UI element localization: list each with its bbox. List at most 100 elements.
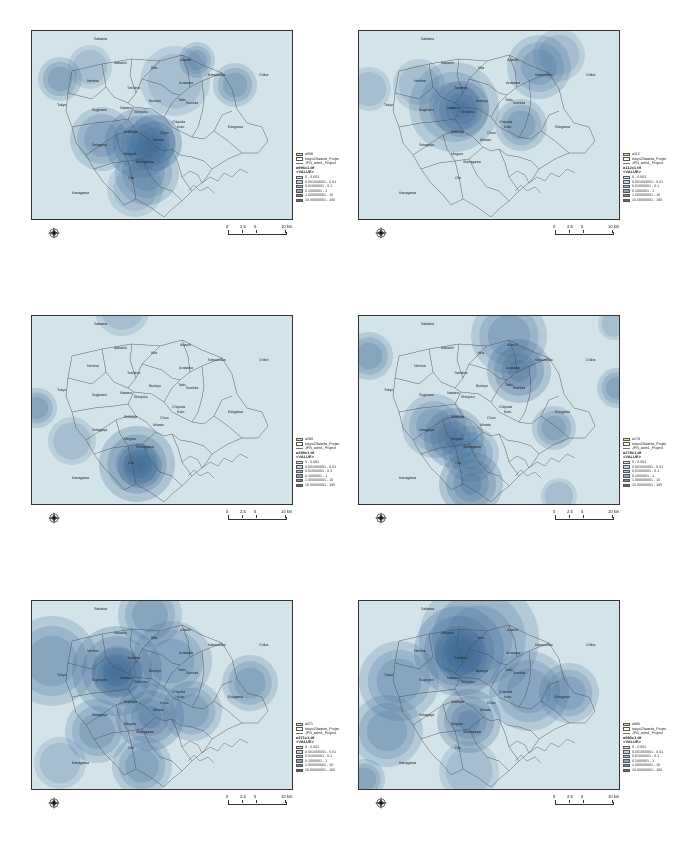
legend-class: 10.00000001 - 100	[296, 198, 346, 203]
ward-boundary	[127, 445, 137, 485]
place-label: Shinjuku	[461, 110, 475, 114]
place-label: Kita	[151, 351, 157, 355]
class-swatch	[623, 759, 630, 763]
place-label: Shinjuku	[134, 395, 148, 399]
place-label: Chiba	[586, 643, 595, 647]
place-label: Kanagawa	[399, 761, 416, 765]
place-label: Nakano	[120, 106, 132, 110]
place-label: Edogawa	[555, 695, 570, 699]
adm-layer-label: JPN_adm1_Project	[632, 731, 663, 736]
map-frame[interactable]: Saitama Adachi Itabashi Kita Katsushika Chiba…	[358, 315, 620, 505]
class-label: 0.01000001 - 0.1	[632, 754, 660, 759]
ward-boundary	[442, 134, 456, 162]
class-label: 1.000000001 - 10	[632, 763, 661, 768]
density-blob	[597, 368, 619, 408]
density-blob	[359, 767, 377, 789]
scale-tick	[583, 230, 584, 233]
place-label: Edogawa	[228, 410, 243, 414]
density-blob	[451, 99, 471, 119]
density-blob	[359, 641, 439, 721]
place-label: Setagaya	[92, 713, 107, 717]
scale-tick	[612, 515, 613, 518]
class-swatch	[296, 478, 303, 483]
ward-boundary	[171, 148, 193, 192]
place-label: Taito	[178, 383, 186, 387]
place-label: Setagaya	[419, 428, 434, 432]
map-panel: Saitama Adachi Itabashi Kita Katsushika Chiba…	[31, 600, 339, 830]
scale-label: 10 km	[281, 794, 293, 799]
value-heading: <VALUE>	[623, 739, 641, 745]
class-label: 1.000000001 - 10	[305, 478, 334, 483]
legend-wards-layer: tokyo23wards_Projec	[296, 442, 346, 447]
ward-boundary	[127, 688, 213, 740]
place-label: Chiba	[259, 643, 268, 647]
place-label: Adachi	[507, 628, 518, 632]
coastline	[187, 184, 215, 194]
scale-label: 0	[553, 509, 556, 514]
scale-tick	[612, 800, 613, 803]
class-swatch	[296, 483, 303, 487]
place-label: Chiyoda	[499, 120, 512, 124]
raster-name: a112c1.tif	[623, 164, 642, 170]
legend-adm-layer: JPN_adm1_Project	[296, 731, 346, 736]
density-blob	[359, 702, 416, 760]
scale-tick	[256, 800, 257, 803]
scale-label: 0	[226, 509, 229, 514]
raster-name: a996c1.tif	[296, 164, 315, 170]
scale-tick	[555, 800, 556, 803]
density-blob	[103, 659, 131, 687]
scale-tick	[583, 515, 584, 518]
density-blob	[47, 66, 73, 92]
place-label: Suginami	[92, 393, 107, 397]
density-blob	[77, 114, 127, 164]
coastline	[514, 184, 542, 194]
place-label: Suginami	[92, 108, 107, 112]
place-label: Kanagawa	[72, 761, 89, 765]
density-blob	[359, 759, 385, 789]
class-label: 0.1000001 - 1	[305, 758, 328, 763]
ward-boundary	[392, 624, 596, 788]
map-legend: a289 tokyo23wards_Projec JPN_adm1_Project a…	[296, 437, 346, 488]
ward-boundary	[518, 365, 532, 423]
legend-class: 1.000000001 - 10	[296, 478, 346, 483]
map-frame[interactable]: Saitama Adachi Itabashi Kita Katsushika Chiba…	[31, 315, 293, 505]
map-frame[interactable]: Saitama Adachi Itabashi Kita Katsushika Chiba…	[358, 30, 620, 220]
place-label: Koto	[177, 125, 184, 129]
legend-adm-layer: JPN_adm1_Project	[623, 731, 673, 736]
density-blob	[409, 62, 499, 152]
map-frame[interactable]: Saitama Adachi Itabashi Kita Katsushika Chiba…	[31, 30, 293, 220]
class-label: 0.01000001 - 0.1	[305, 754, 333, 759]
place-label: Setagaya	[419, 713, 434, 717]
place-label: Saitama	[94, 607, 107, 611]
map-frame[interactable]: Saitama Adachi Itabashi Kita Katsushika Chiba…	[31, 600, 293, 790]
class-swatch	[623, 483, 630, 487]
adm-line-swatch	[296, 732, 303, 734]
scale-bar: 0 2.5 5 10 km	[226, 509, 296, 527]
density-blob	[144, 133, 164, 153]
ward-boundary	[181, 54, 191, 88]
class-swatch	[296, 175, 303, 179]
ward-boundary	[191, 80, 205, 138]
place-label: Katsushika	[208, 358, 226, 362]
class-swatch	[296, 465, 303, 469]
place-label: Adachi	[180, 58, 191, 62]
legend-point-layer: a980	[623, 722, 673, 727]
raster-name: a278c1.tif	[623, 449, 642, 455]
density-blob	[460, 473, 482, 495]
legend-class: 0.01000001 - 0.1	[296, 184, 346, 189]
density-blob	[446, 640, 476, 670]
place-label: Kanagawa	[72, 191, 89, 195]
class-label: 1.000000001 - 10	[305, 763, 334, 768]
ward-boundary	[171, 433, 193, 477]
map-frame[interactable]: Saitama Adachi Itabashi Kita Katsushika Chiba…	[358, 600, 620, 790]
legend-point-layer: a289	[296, 437, 346, 442]
scale-tick	[242, 230, 243, 233]
density-blob	[544, 481, 574, 504]
class-swatch	[623, 198, 630, 202]
ward-boundary	[213, 130, 243, 154]
class-label: 10.00000001 - 100	[632, 197, 663, 202]
map-legend: a371 tokyo23wards_Projec JPN_adm1_Project a…	[296, 722, 346, 773]
class-swatch	[623, 175, 630, 179]
scale-label: 10 km	[608, 794, 620, 799]
place-label: Suginami	[419, 108, 434, 112]
